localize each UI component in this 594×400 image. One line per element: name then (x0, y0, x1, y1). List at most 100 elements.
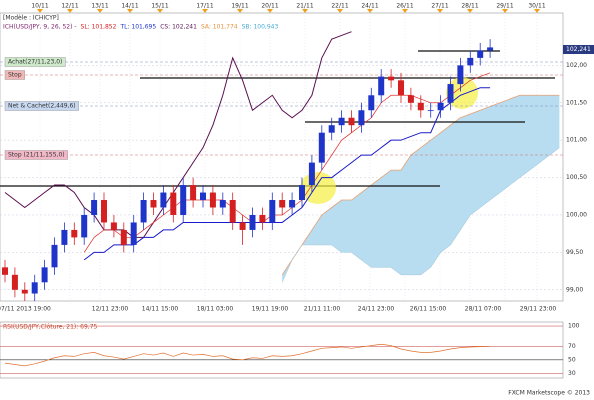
candle-body (279, 200, 286, 208)
price-tag: 102,241 (566, 46, 591, 53)
top-marker (302, 9, 308, 13)
top-marker (367, 9, 373, 13)
top-marker (127, 9, 133, 13)
candle-body (318, 132, 325, 163)
top-date-label: 10/11 (31, 3, 48, 10)
top-date-label: 13/11 (91, 3, 108, 10)
candle-body (427, 110, 434, 112)
candle-body (31, 282, 38, 294)
y-tick-label: 102,00 (566, 62, 587, 69)
top-marker (502, 9, 508, 13)
order-label: Net & Cachet(2,449,6) (8, 103, 76, 110)
top-date-label: 12/11 (61, 3, 78, 10)
candle-body (249, 214, 256, 230)
y-tick-label: 99,00 (566, 286, 583, 293)
top-date-label: 20/11 (261, 3, 278, 10)
bottom-date-label: 21/11 11:00 (304, 306, 341, 313)
bottom-date-label: 29/11 23:00 (520, 306, 557, 313)
bottom-date-label: 07/11 2013 19:00 (0, 306, 51, 313)
candle-body (71, 229, 78, 238)
top-marker (37, 9, 43, 13)
candle-body (398, 80, 404, 96)
candle-body (239, 222, 246, 230)
top-marker (402, 9, 408, 13)
order-label: Achat(27/11,23,0) (8, 59, 62, 66)
candle-body (407, 95, 414, 103)
top-marker (337, 9, 343, 13)
span-b (281, 147, 560, 283)
top-marker (437, 9, 443, 13)
candle-body (269, 200, 276, 223)
order-box (4, 150, 68, 160)
y-tick-label: 101,00 (566, 137, 587, 144)
y-tick-label: 101,50 (566, 99, 587, 106)
top-date-label: 14/11 (121, 3, 138, 10)
legend-entry: CS: 102,241 (160, 24, 197, 31)
bottom-date-label: 28/11 07:00 (465, 306, 502, 313)
order-box (4, 57, 66, 67)
candle-body (81, 214, 88, 238)
candle-body (180, 185, 187, 215)
top-date-label: 19/11 (231, 3, 248, 10)
candle-body (110, 222, 117, 230)
candle-body (190, 185, 197, 201)
candle-body (348, 117, 355, 126)
bottom-date-label: 18/11 03:00 (197, 306, 234, 313)
candle-body (41, 267, 48, 283)
candle-body (447, 84, 454, 103)
y-tick-label: 100,50 (566, 174, 587, 181)
candle-body (140, 200, 147, 223)
candle-body (2, 267, 8, 275)
top-date-label: 17/11 (196, 3, 213, 10)
top-marker (157, 9, 163, 13)
price-frame (0, 12, 564, 302)
top-marker (467, 9, 473, 13)
legend-entry: TL: 101,695 (119, 24, 156, 31)
rsi-tick-label: 50 (568, 356, 576, 363)
candle-body (467, 57, 474, 66)
top-date-label: 30/11 (528, 3, 545, 10)
candle-body (21, 289, 28, 294)
candle-body (487, 47, 494, 51)
top-marker (67, 9, 73, 13)
top-marker (237, 9, 243, 13)
candle-body (120, 229, 127, 245)
legend-entry: SA: 101,774 (201, 24, 238, 31)
bottom-date-label: 24/11 23:00 (358, 306, 395, 313)
candle-body (457, 65, 464, 85)
y-tick-label: 99,50 (566, 249, 583, 256)
highlight (300, 172, 336, 204)
bottom-date-label: 19/11 19:00 (252, 306, 289, 313)
order-label: Stop (21/11,155,0) (8, 152, 65, 159)
order-box (4, 70, 25, 80)
highlight (446, 77, 478, 109)
candle-body (289, 200, 296, 208)
candle-body (437, 102, 444, 111)
order-box (4, 101, 79, 111)
top-date-label: 15/11 (151, 3, 168, 10)
candle-body (259, 214, 266, 223)
candle-body (477, 50, 484, 58)
candle-body (160, 192, 167, 208)
order-label: Stop (8, 72, 22, 79)
candle-body (101, 200, 107, 223)
candle-body (417, 102, 424, 111)
top-date-label: 21/11 (296, 3, 313, 10)
candle-body (61, 229, 68, 245)
rsi-tick-label: 30 (568, 370, 576, 377)
rsi-tick-label: 70 (568, 343, 576, 350)
candle-body (229, 200, 236, 223)
model-label: [Modèle : ICHICYP] (3, 15, 59, 22)
candle-body (209, 192, 216, 208)
rsi-line (4, 343, 491, 367)
candle-body (130, 222, 137, 245)
top-date-label: 28/11 (461, 3, 478, 10)
bottom-date-label: 12/11 23:00 (92, 306, 129, 313)
candle-body (11, 274, 18, 290)
price-tag-box (563, 45, 594, 54)
tenkan-line (83, 72, 491, 253)
kijun-line (83, 87, 491, 261)
candle-body (200, 192, 206, 201)
